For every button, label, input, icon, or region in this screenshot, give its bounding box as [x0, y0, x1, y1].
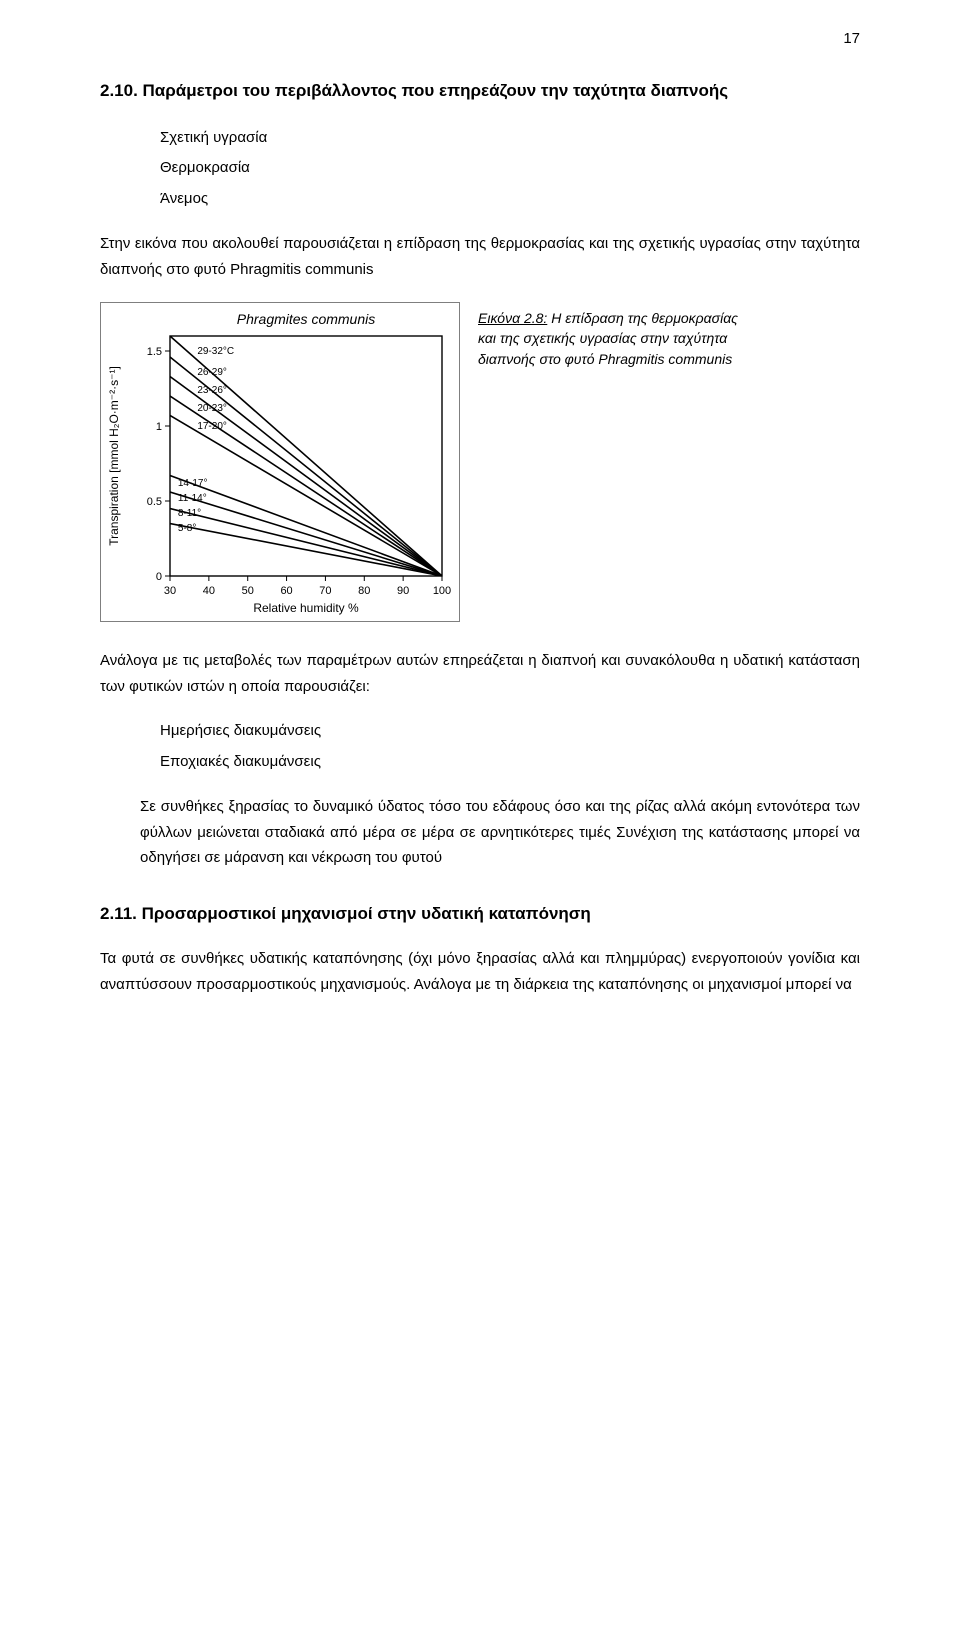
heading-2-11: 2.11. Προσαρμοστικοί μηχανισμοί στην υδα… [100, 901, 860, 927]
figure-2-8-caption: Εικόνα 2.8: Η επίδραση της θερμοκρασίας … [478, 302, 758, 369]
svg-text:Relative humidity %: Relative humidity % [253, 601, 359, 615]
list-item: Άνεμος [160, 185, 860, 214]
figure-2-8: Phragmites communis 30 40 50 60 70 80 90 100 Rela… [100, 302, 860, 622]
svg-text:100: 100 [433, 585, 451, 597]
svg-text:29-32°C: 29-32°C [197, 346, 234, 357]
drought-para: Σε συνθήκες ξηρασίας το δυναμικό ύδατος … [140, 794, 860, 871]
svg-text:1.5: 1.5 [147, 346, 162, 358]
svg-text:70: 70 [319, 585, 331, 597]
svg-text:11-14°: 11-14° [178, 493, 207, 504]
svg-text:Transpiration [mmol H₂O·m⁻²·s⁻: Transpiration [mmol H₂O·m⁻²·s⁻¹] [107, 366, 121, 546]
list-item: Εποχιακές διακυμάνσεις [160, 748, 860, 777]
section-211-para: Τα φυτά σε συνθήκες υδατικής καταπόνησης… [100, 946, 860, 997]
svg-text:14-17°: 14-17° [178, 478, 208, 489]
page: 17 2.10. Παράμετροι του περιβάλλοντος πο… [0, 0, 960, 1629]
caption-lead: Εικόνα 2.8: [478, 310, 547, 326]
svg-text:80: 80 [358, 585, 370, 597]
svg-text:0: 0 [156, 571, 162, 583]
heading-2-10: 2.10. Παράμετροι του περιβάλλοντος που ε… [100, 78, 860, 104]
svg-text:20-23°: 20-23° [197, 403, 227, 414]
svg-text:8-11°: 8-11° [178, 508, 201, 519]
svg-text:1: 1 [156, 421, 162, 433]
svg-text:17-20°: 17-20° [197, 421, 227, 432]
list-item: Θερμοκρασία [160, 154, 860, 183]
list-item: Ημερήσιες διακυμάνσεις [160, 717, 860, 746]
env-params-list: Σχετική υγρασία Θερμοκρασία Άνεμος [160, 124, 860, 214]
svg-text:30: 30 [164, 585, 176, 597]
svg-text:40: 40 [203, 585, 215, 597]
intro-para: Στην εικόνα που ακολουθεί παρουσιάζεται … [100, 231, 860, 282]
svg-text:23-26°: 23-26° [197, 385, 227, 396]
figure-2-8-chart: Phragmites communis 30 40 50 60 70 80 90 100 Rela… [100, 302, 460, 622]
svg-text:90: 90 [397, 585, 409, 597]
variations-list: Ημερήσιες διακυμάνσεις Εποχιακές διακυμά… [160, 717, 860, 776]
svg-text:Phragmites communis: Phragmites communis [237, 311, 376, 327]
svg-text:60: 60 [280, 585, 292, 597]
svg-text:0.5: 0.5 [147, 496, 162, 508]
svg-text:26-29°: 26-29° [197, 367, 227, 378]
after-figure-para: Ανάλογα με τις μεταβολές των παραμέτρων … [100, 648, 860, 699]
svg-text:5-8°: 5-8° [178, 523, 196, 534]
page-number: 17 [843, 30, 860, 47]
svg-text:50: 50 [242, 585, 254, 597]
list-item: Σχετική υγρασία [160, 124, 860, 153]
